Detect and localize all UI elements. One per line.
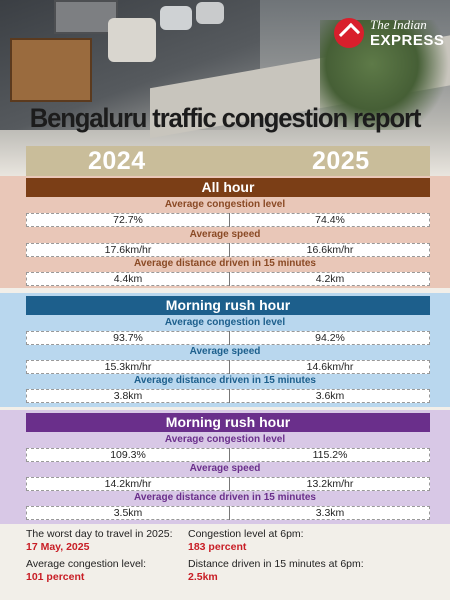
section-heading: Morning rush hour	[26, 296, 430, 315]
truck	[54, 0, 118, 34]
distance-6pm-block: Distance driven in 15 minutes at 6pm: 2.…	[188, 558, 364, 583]
logo-mark-icon	[334, 18, 364, 48]
metric-row: 109.3% 115.2%	[26, 448, 430, 462]
section-rush-hour-3: Morning rush hour Average congestion lev…	[0, 410, 450, 524]
row-divider	[229, 331, 230, 345]
value-2024: 93.7%	[113, 332, 143, 344]
value-2025: 3.3km	[315, 507, 345, 519]
truck	[10, 38, 92, 102]
value-2025: 115.2%	[312, 449, 348, 461]
metric-label: Average congestion level	[164, 434, 286, 445]
section-morning-rush-hour: Morning rush hour Average congestion lev…	[0, 293, 450, 407]
car	[196, 2, 224, 24]
congestion-6pm-value: 183 percent	[188, 541, 247, 553]
value-2025: 14.6km/hr	[306, 361, 354, 373]
value-2025: 16.6km/hr	[306, 244, 354, 256]
metric-label: Average speed	[189, 463, 261, 474]
row-divider	[229, 272, 230, 286]
section-heading: Morning rush hour	[26, 413, 430, 432]
value-2025: 94.2%	[315, 332, 345, 344]
value-2024: 3.8km	[113, 390, 143, 402]
metric-label: Average distance driven in 15 minutes	[134, 492, 316, 503]
metric-label: Average congestion level	[164, 317, 286, 328]
distance-6pm-value: 2.5km	[188, 571, 218, 583]
avg-congestion-label: Average congestion level:	[26, 558, 147, 570]
congestion-6pm-block: Congestion level at 6pm: 183 percent	[188, 528, 304, 553]
value-2024: 17.6km/hr	[104, 244, 152, 256]
value-2024: 14.2km/hr	[104, 478, 152, 490]
row-divider	[229, 360, 230, 374]
metric-row: 15.3km/hr 14.6km/hr	[26, 360, 430, 374]
footer-stats: The worst day to travel in 2025: 17 May,…	[26, 528, 430, 598]
section-all-hour: All hour Average congestion level 72.7% …	[0, 176, 450, 288]
worst-day-value: 17 May, 2025	[26, 541, 90, 553]
metric-row: 14.2km/hr 13.2km/hr	[26, 477, 430, 491]
indian-express-logo: The Indian EXPRESS	[334, 14, 444, 50]
logo-text-bottom: EXPRESS	[370, 32, 445, 49]
value-2025: 3.6km	[315, 390, 345, 402]
row-divider	[229, 243, 230, 257]
worst-day-block: The worst day to travel in 2025: 17 May,…	[26, 528, 173, 553]
metric-label: Average distance driven in 15 minutes	[134, 258, 316, 269]
value-2024: 3.5km	[113, 507, 143, 519]
car	[108, 18, 156, 62]
metric-row: 3.8km 3.6km	[26, 389, 430, 403]
metric-label: Average distance driven in 15 minutes	[134, 375, 316, 386]
worst-day-label: The worst day to travel in 2025:	[26, 528, 173, 540]
row-divider	[229, 448, 230, 462]
metric-row: 93.7% 94.2%	[26, 331, 430, 345]
metric-label: Average congestion level	[164, 199, 286, 210]
year-header: 2024 2025	[26, 146, 430, 176]
car	[160, 6, 192, 30]
metric-label: Average speed	[189, 229, 261, 240]
metric-row: 17.6km/hr 16.6km/hr	[26, 243, 430, 257]
section-heading: All hour	[26, 178, 430, 197]
value-2024: 4.4km	[113, 273, 143, 285]
value-2024: 109.3%	[110, 449, 146, 461]
header-photo	[0, 0, 450, 178]
logo-text-top: The Indian	[370, 17, 427, 32]
row-divider	[229, 477, 230, 491]
metric-row: 72.7% 74.4%	[26, 213, 430, 227]
metric-row: 4.4km 4.2km	[26, 272, 430, 286]
distance-6pm-label: Distance driven in 15 minutes at 6pm:	[188, 558, 364, 570]
year-2025-label: 2025	[312, 147, 370, 175]
row-divider	[229, 389, 230, 403]
value-2025: 13.2km/hr	[306, 478, 354, 490]
value-2025: 4.2km	[315, 273, 345, 285]
value-2025: 74.4%	[315, 214, 345, 226]
value-2024: 72.7%	[113, 214, 143, 226]
year-2024-label: 2024	[88, 147, 146, 175]
avg-congestion-block: Average congestion level: 101 percent	[26, 558, 146, 583]
congestion-6pm-label: Congestion level at 6pm:	[188, 528, 304, 540]
metric-label: Average speed	[189, 346, 261, 357]
row-divider	[229, 506, 230, 520]
avg-congestion-value: 101 percent	[26, 571, 85, 583]
row-divider	[229, 213, 230, 227]
page-title: Bengaluru traffic congestion report	[29, 103, 422, 133]
metric-row: 3.5km 3.3km	[26, 506, 430, 520]
value-2024: 15.3km/hr	[104, 361, 152, 373]
